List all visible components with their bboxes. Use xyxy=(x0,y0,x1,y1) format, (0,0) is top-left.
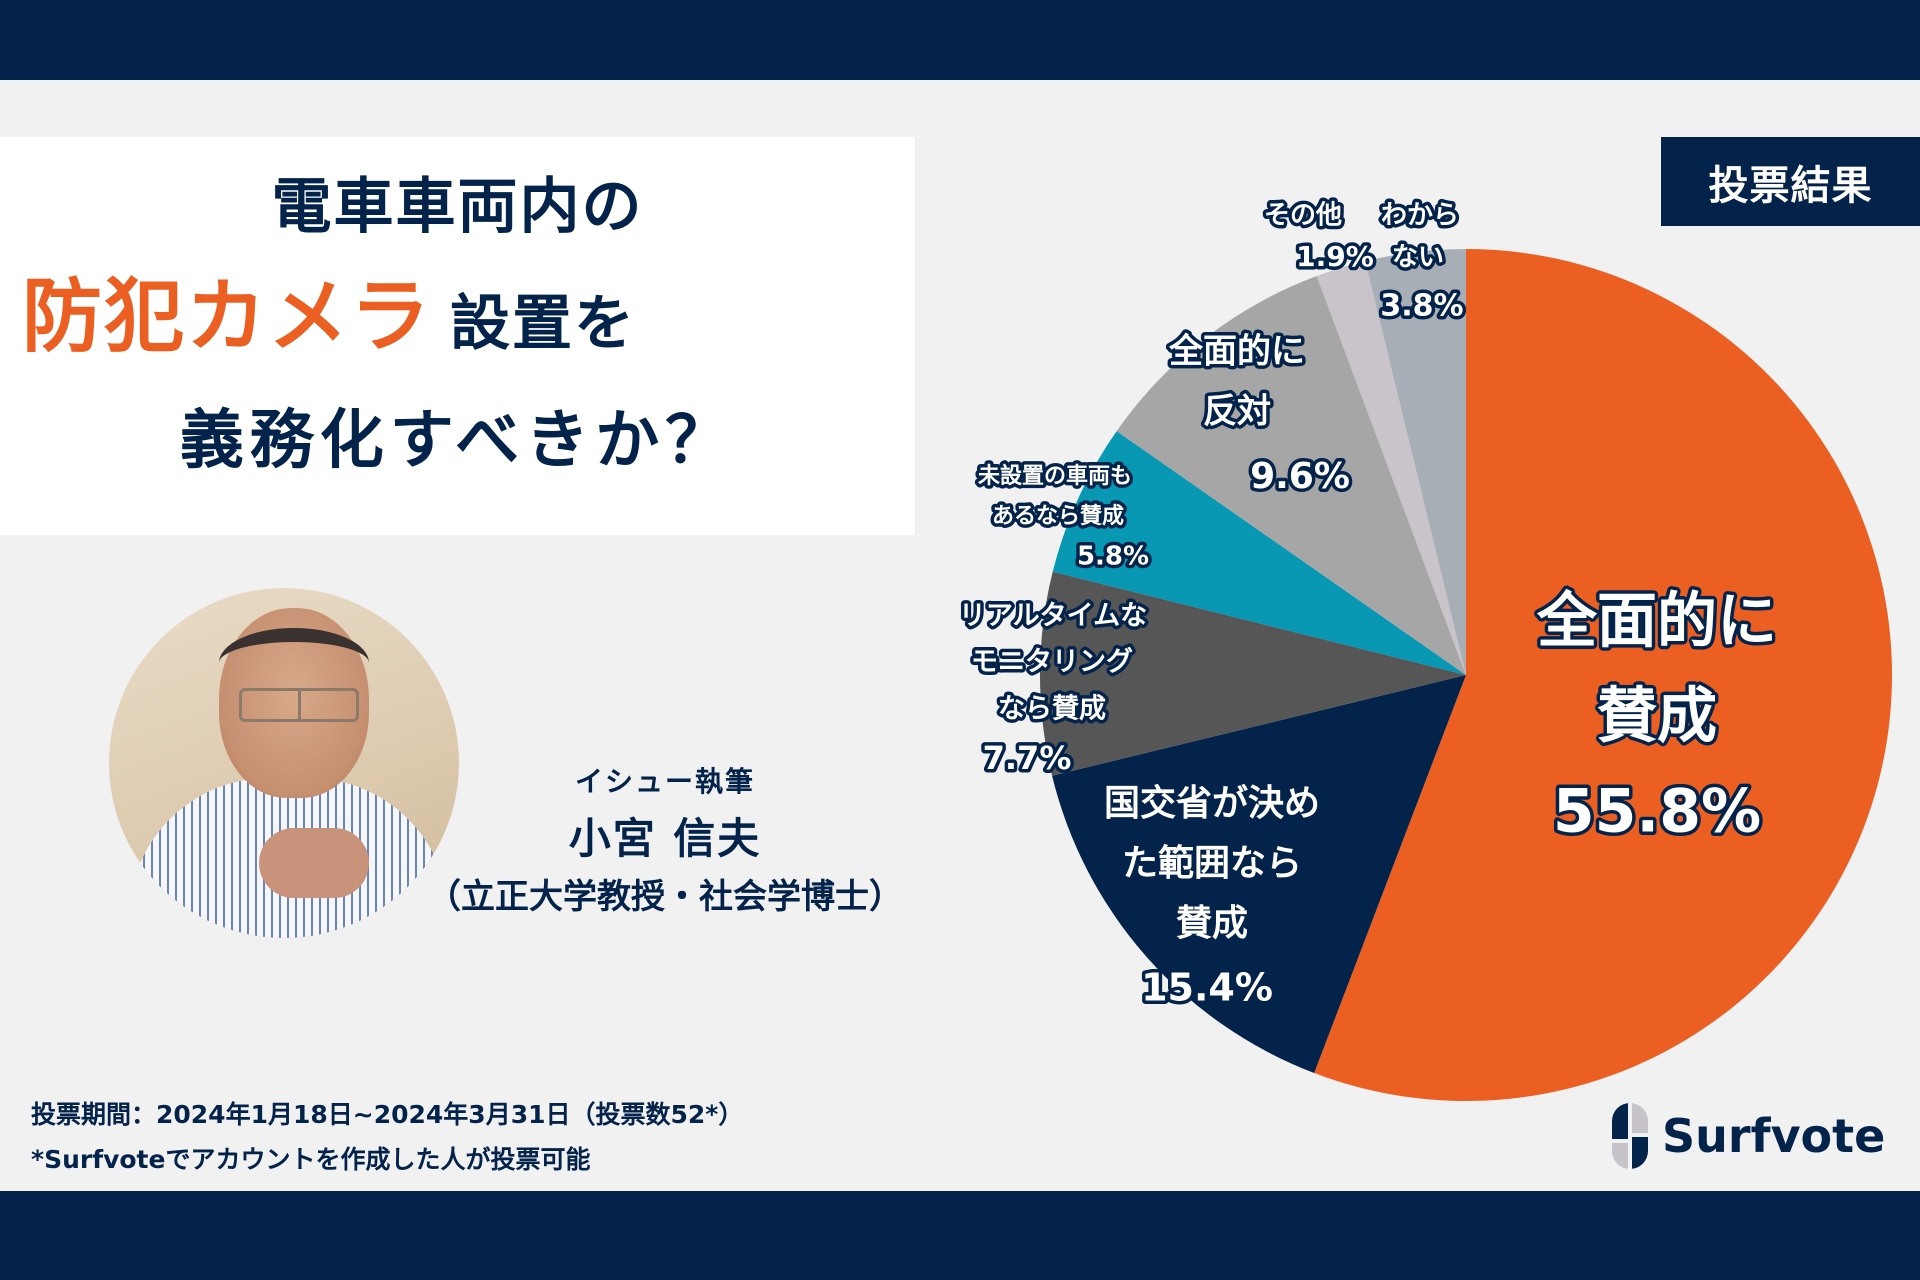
slice-value-full-support: 55.8% xyxy=(1553,777,1761,847)
title-line-2-rest: 設置を xyxy=(450,289,636,359)
slice-value-realtime: 7.7% xyxy=(983,739,1072,777)
slice-label-mlit-line1: 国交省が決め xyxy=(1104,782,1320,824)
slice-label-uninstalled-line1: 未設置の車両も xyxy=(978,463,1132,489)
slice-label-oppose-line1: 全面的に xyxy=(1168,332,1305,372)
slice-label-dontknow-line1: わから xyxy=(1381,201,1459,231)
surfvote-logo-text: Surfvote xyxy=(1662,1109,1886,1163)
slice-label-uninstalled-line2: あるなら賛成 xyxy=(992,504,1124,529)
slice-label-other: その他 xyxy=(1264,201,1342,231)
slice-label-dontknow-line2: ない xyxy=(1392,243,1444,273)
pie-slices xyxy=(1039,249,1893,1101)
surfvote-logo-icon xyxy=(1612,1103,1648,1169)
author-name: 小宮 信夫 xyxy=(568,814,762,863)
slice-value-other: 1.9% xyxy=(1296,240,1374,273)
vote-results-badge: 投票結果 xyxy=(1661,137,1920,226)
pie-slice-2 xyxy=(1039,571,1466,776)
slice-label-full-support-line1: 全面的に xyxy=(1536,587,1777,657)
voting-eligibility-note: *Surfvoteでアカウントを作成した人が投票可能 xyxy=(31,1145,591,1174)
title-accent: 防犯カメラ xyxy=(22,270,432,363)
slice-value-uninstalled: 5.8% xyxy=(1077,542,1149,572)
question-title-panel: 電車車両内の 防犯カメラ 設置を 義務化すべきか？ xyxy=(0,137,915,535)
surfvote-logo[interactable]: Surfvote xyxy=(1612,1103,1885,1169)
slice-label-realtime-line3: なら賛成 xyxy=(998,694,1106,725)
slice-label-mlit-line2: た範囲なら xyxy=(1122,843,1302,884)
slice-label-oppose-line2: 反対 xyxy=(1203,392,1271,432)
pie-slice-3 xyxy=(1052,431,1466,675)
title-line-3: 義務化すべきか？ xyxy=(179,404,736,478)
pie-slice-1 xyxy=(1052,675,1466,1074)
author-affiliation: （立正大学教授・社会学博士） xyxy=(427,877,903,917)
pie-slice-0 xyxy=(1314,249,1893,1101)
pie-slice-6 xyxy=(1365,249,1466,675)
slice-value-oppose: 9.6% xyxy=(1250,456,1350,497)
pie-slice-4 xyxy=(1116,276,1466,675)
pie-slice-5 xyxy=(1316,261,1466,675)
slice-label-realtime-line1: リアルタイムな xyxy=(959,601,1147,632)
slice-label-realtime-line2: モニタリング xyxy=(971,646,1133,678)
photo-glasses xyxy=(239,688,359,722)
photo-hand xyxy=(259,828,369,898)
slice-label-full-support-line2: 賛成 xyxy=(1597,682,1717,752)
voting-period: 投票期間：2024年1月18日~2024年3月31日（投票数52*） xyxy=(31,1100,744,1129)
author-photo xyxy=(109,588,459,938)
slice-value-dontknow: 3.8% xyxy=(1380,289,1463,324)
top-banner xyxy=(0,0,1920,80)
slice-label-mlit-line3: 賛成 xyxy=(1176,903,1248,944)
bottom-banner xyxy=(0,1191,1920,1280)
title-line-2: 防犯カメラ 設置を xyxy=(22,277,636,357)
pie-labels: 全面的に 賛成 55.8% 国交省が決め た範囲なら 賛成 15.4% リアルタ… xyxy=(955,197,1780,1013)
slice-value-mlit: 15.4% xyxy=(1141,966,1273,1010)
title-line-1: 電車車両内の xyxy=(271,172,644,242)
author-role: イシュー執筆 xyxy=(574,765,755,798)
